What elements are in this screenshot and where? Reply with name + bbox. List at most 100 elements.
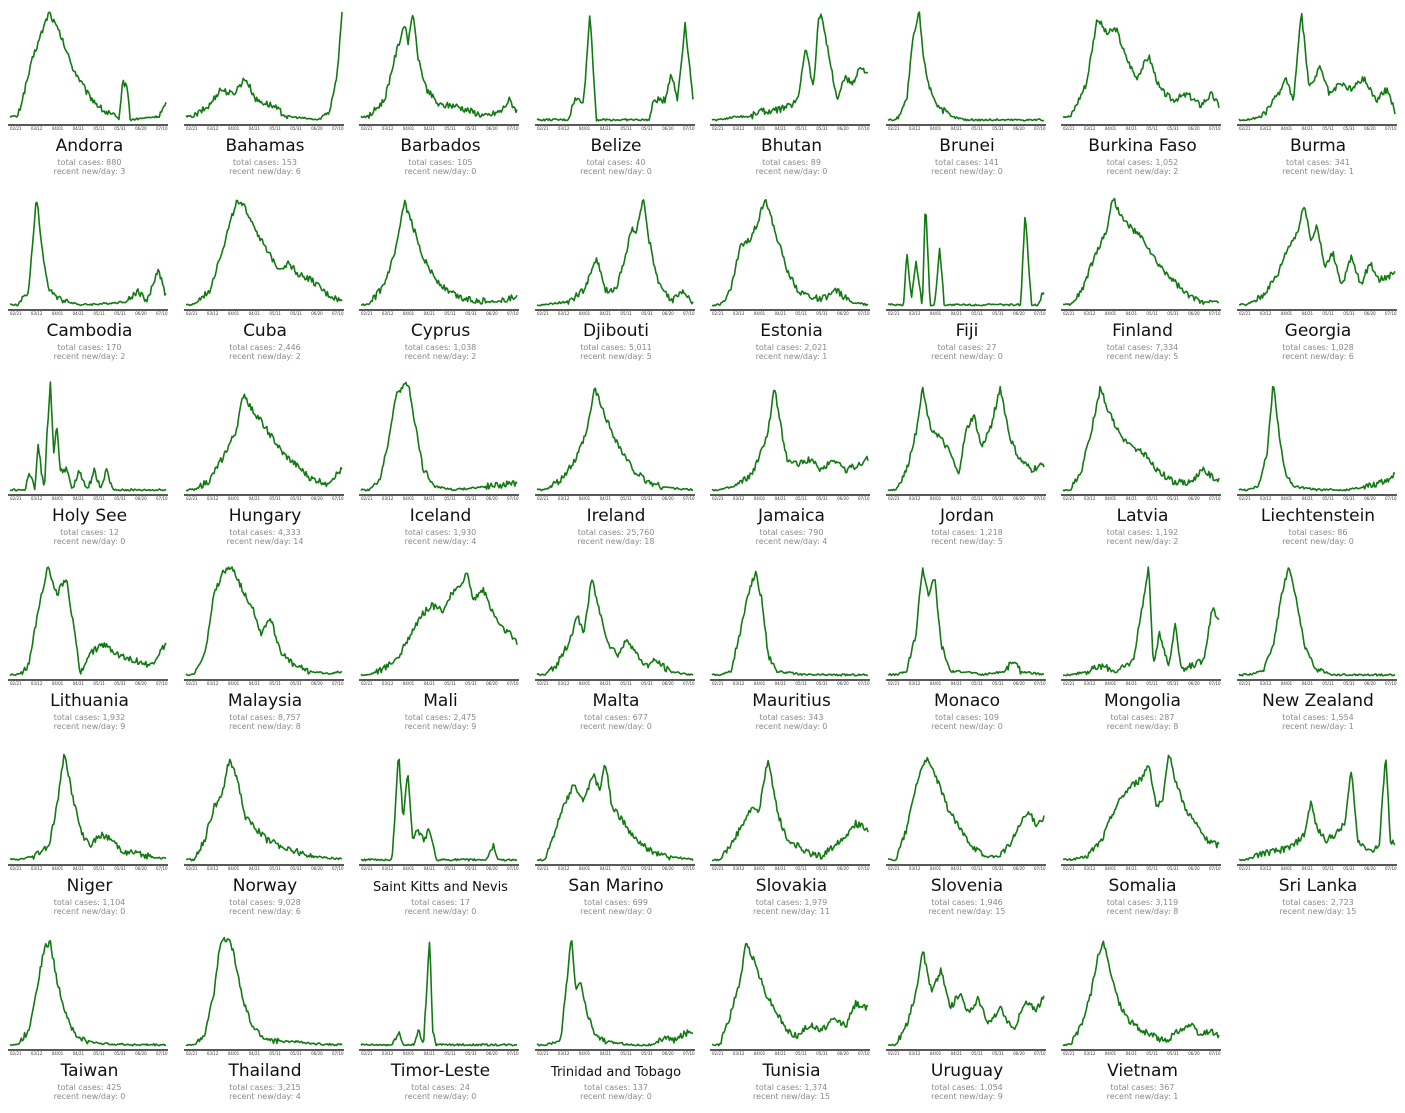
x-tick-label: 02/21	[186, 496, 198, 501]
total-cases-label: total cases: 8,757	[178, 713, 353, 722]
total-cases-label: total cases: 25,760	[529, 528, 704, 537]
country-name: San Marino	[529, 876, 704, 896]
x-tick-label: 04/21	[775, 496, 787, 501]
country-name: Slovenia	[880, 876, 1055, 896]
x-tick-label: 07/10	[332, 311, 344, 316]
x-tick-label: 04/21	[1301, 866, 1313, 871]
country-name: Thailand	[178, 1061, 353, 1081]
x-tick-label: 06/20	[662, 126, 674, 131]
x-tick-label: 04/21	[248, 1051, 260, 1056]
x-tick-label: 07/10	[683, 126, 695, 131]
country-name: New Zealand	[1231, 691, 1405, 711]
country-name: Cambodia	[2, 321, 177, 341]
x-tick-label: 05/11	[1322, 311, 1334, 316]
x-tick-label: 04/21	[950, 311, 962, 316]
country-name: Georgia	[1231, 321, 1405, 341]
x-tick-label: 05/31	[1343, 681, 1355, 686]
x-tick-label: 05/31	[641, 866, 653, 871]
x-tick-label: 05/31	[992, 311, 1004, 316]
recent-new-per-day-label: recent new/day: 4	[353, 537, 528, 546]
total-cases-label: total cases: 2,475	[353, 713, 528, 722]
x-tick-label: 02/21	[186, 126, 198, 131]
country-name: Djibouti	[529, 321, 704, 341]
x-tick-label: 05/11	[444, 496, 456, 501]
x-tick-label: 04/01	[929, 1051, 941, 1056]
x-tick-label: 06/20	[135, 1051, 147, 1056]
x-tick-label: 03/12	[908, 496, 920, 501]
total-cases-label: total cases: 170	[2, 343, 177, 352]
x-tick-label: 04/21	[248, 496, 260, 501]
x-tick-label: 05/11	[1146, 1051, 1158, 1056]
recent-new-per-day-label: recent new/day: 2	[2, 352, 177, 361]
x-tick-label: 07/10	[156, 866, 168, 871]
recent-new-per-day-label: recent new/day: 14	[178, 537, 353, 546]
x-tick-label: 07/10	[1034, 681, 1046, 686]
x-tick-label: 04/21	[950, 866, 962, 871]
x-tick-label: 04/21	[599, 126, 611, 131]
x-tick-label: 07/10	[156, 311, 168, 316]
cases-series-line	[537, 580, 693, 675]
x-tick-label: 02/21	[1239, 496, 1251, 501]
x-tick-label: 04/21	[73, 1051, 85, 1056]
x-tick-label: 05/31	[465, 496, 477, 501]
cases-series-line	[888, 568, 1044, 675]
country-name: Burma	[1231, 136, 1405, 156]
x-tick-label: 05/11	[444, 681, 456, 686]
x-tick-label: 05/11	[1146, 496, 1158, 501]
x-tick-label: 02/21	[1063, 496, 1075, 501]
x-tick-label: 02/21	[10, 1051, 22, 1056]
recent-new-per-day-label: recent new/day: 8	[1055, 722, 1230, 731]
cases-series-line	[1063, 941, 1219, 1045]
country-name: Belize	[529, 136, 704, 156]
country-name: Malaysia	[178, 691, 353, 711]
x-tick-label: 03/12	[382, 496, 394, 501]
x-tick-label: 07/10	[507, 681, 519, 686]
x-tick-label: 07/10	[1385, 681, 1397, 686]
x-tick-label: 06/20	[486, 1051, 498, 1056]
x-tick-label: 07/10	[1034, 496, 1046, 501]
x-tick-label: 02/21	[712, 126, 724, 131]
country-name: Trinidad and Tobago	[529, 1065, 704, 1080]
x-tick-label: 07/10	[507, 866, 519, 871]
x-tick-label: 04/01	[403, 126, 415, 131]
cases-series-line	[186, 759, 342, 860]
cases-series-line	[10, 755, 166, 861]
x-tick-label: 05/31	[1167, 496, 1179, 501]
x-tick-label: 05/31	[992, 681, 1004, 686]
x-tick-label: 05/31	[114, 311, 126, 316]
x-tick-label: 04/21	[248, 681, 260, 686]
x-tick-label: 04/21	[424, 866, 436, 871]
x-tick-label: 05/11	[444, 1051, 456, 1056]
x-tick-label: 07/10	[332, 1051, 344, 1056]
x-tick-label: 03/12	[557, 1051, 569, 1056]
x-tick-label: 02/21	[888, 1051, 900, 1056]
x-tick-label: 04/21	[73, 311, 85, 316]
x-tick-label: 04/21	[424, 681, 436, 686]
cases-series-line	[1239, 387, 1395, 491]
total-cases-label: total cases: 2,723	[1231, 898, 1405, 907]
x-tick-label: 07/10	[683, 1051, 695, 1056]
country-name: Slovakia	[704, 876, 879, 896]
x-tick-label: 04/21	[248, 311, 260, 316]
x-tick-label: 04/01	[403, 1051, 415, 1056]
x-tick-label: 04/21	[73, 866, 85, 871]
total-cases-label: total cases: 153	[178, 158, 353, 167]
x-tick-label: 05/31	[114, 496, 126, 501]
x-tick-label: 05/11	[971, 311, 983, 316]
recent-new-per-day-label: recent new/day: 1	[704, 352, 879, 361]
x-tick-label: 06/20	[837, 866, 849, 871]
x-tick-label: 07/10	[858, 1051, 870, 1056]
country-name: Andorra	[2, 136, 177, 156]
x-tick-label: 03/12	[31, 311, 43, 316]
x-tick-label: 04/21	[1126, 496, 1138, 501]
x-tick-label: 03/12	[206, 1051, 218, 1056]
total-cases-label: total cases: 1,930	[353, 528, 528, 537]
